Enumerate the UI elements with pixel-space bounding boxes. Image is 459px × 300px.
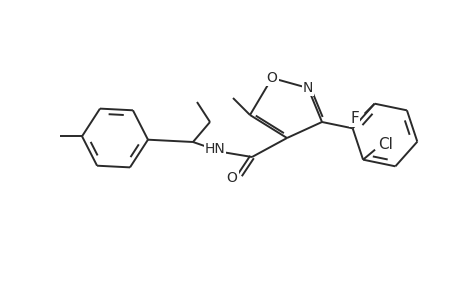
- Text: Cl: Cl: [377, 137, 392, 152]
- Text: HN: HN: [204, 142, 225, 156]
- Text: F: F: [349, 111, 358, 126]
- Text: O: O: [226, 171, 237, 185]
- Text: O: O: [266, 71, 277, 85]
- Text: N: N: [302, 81, 313, 95]
